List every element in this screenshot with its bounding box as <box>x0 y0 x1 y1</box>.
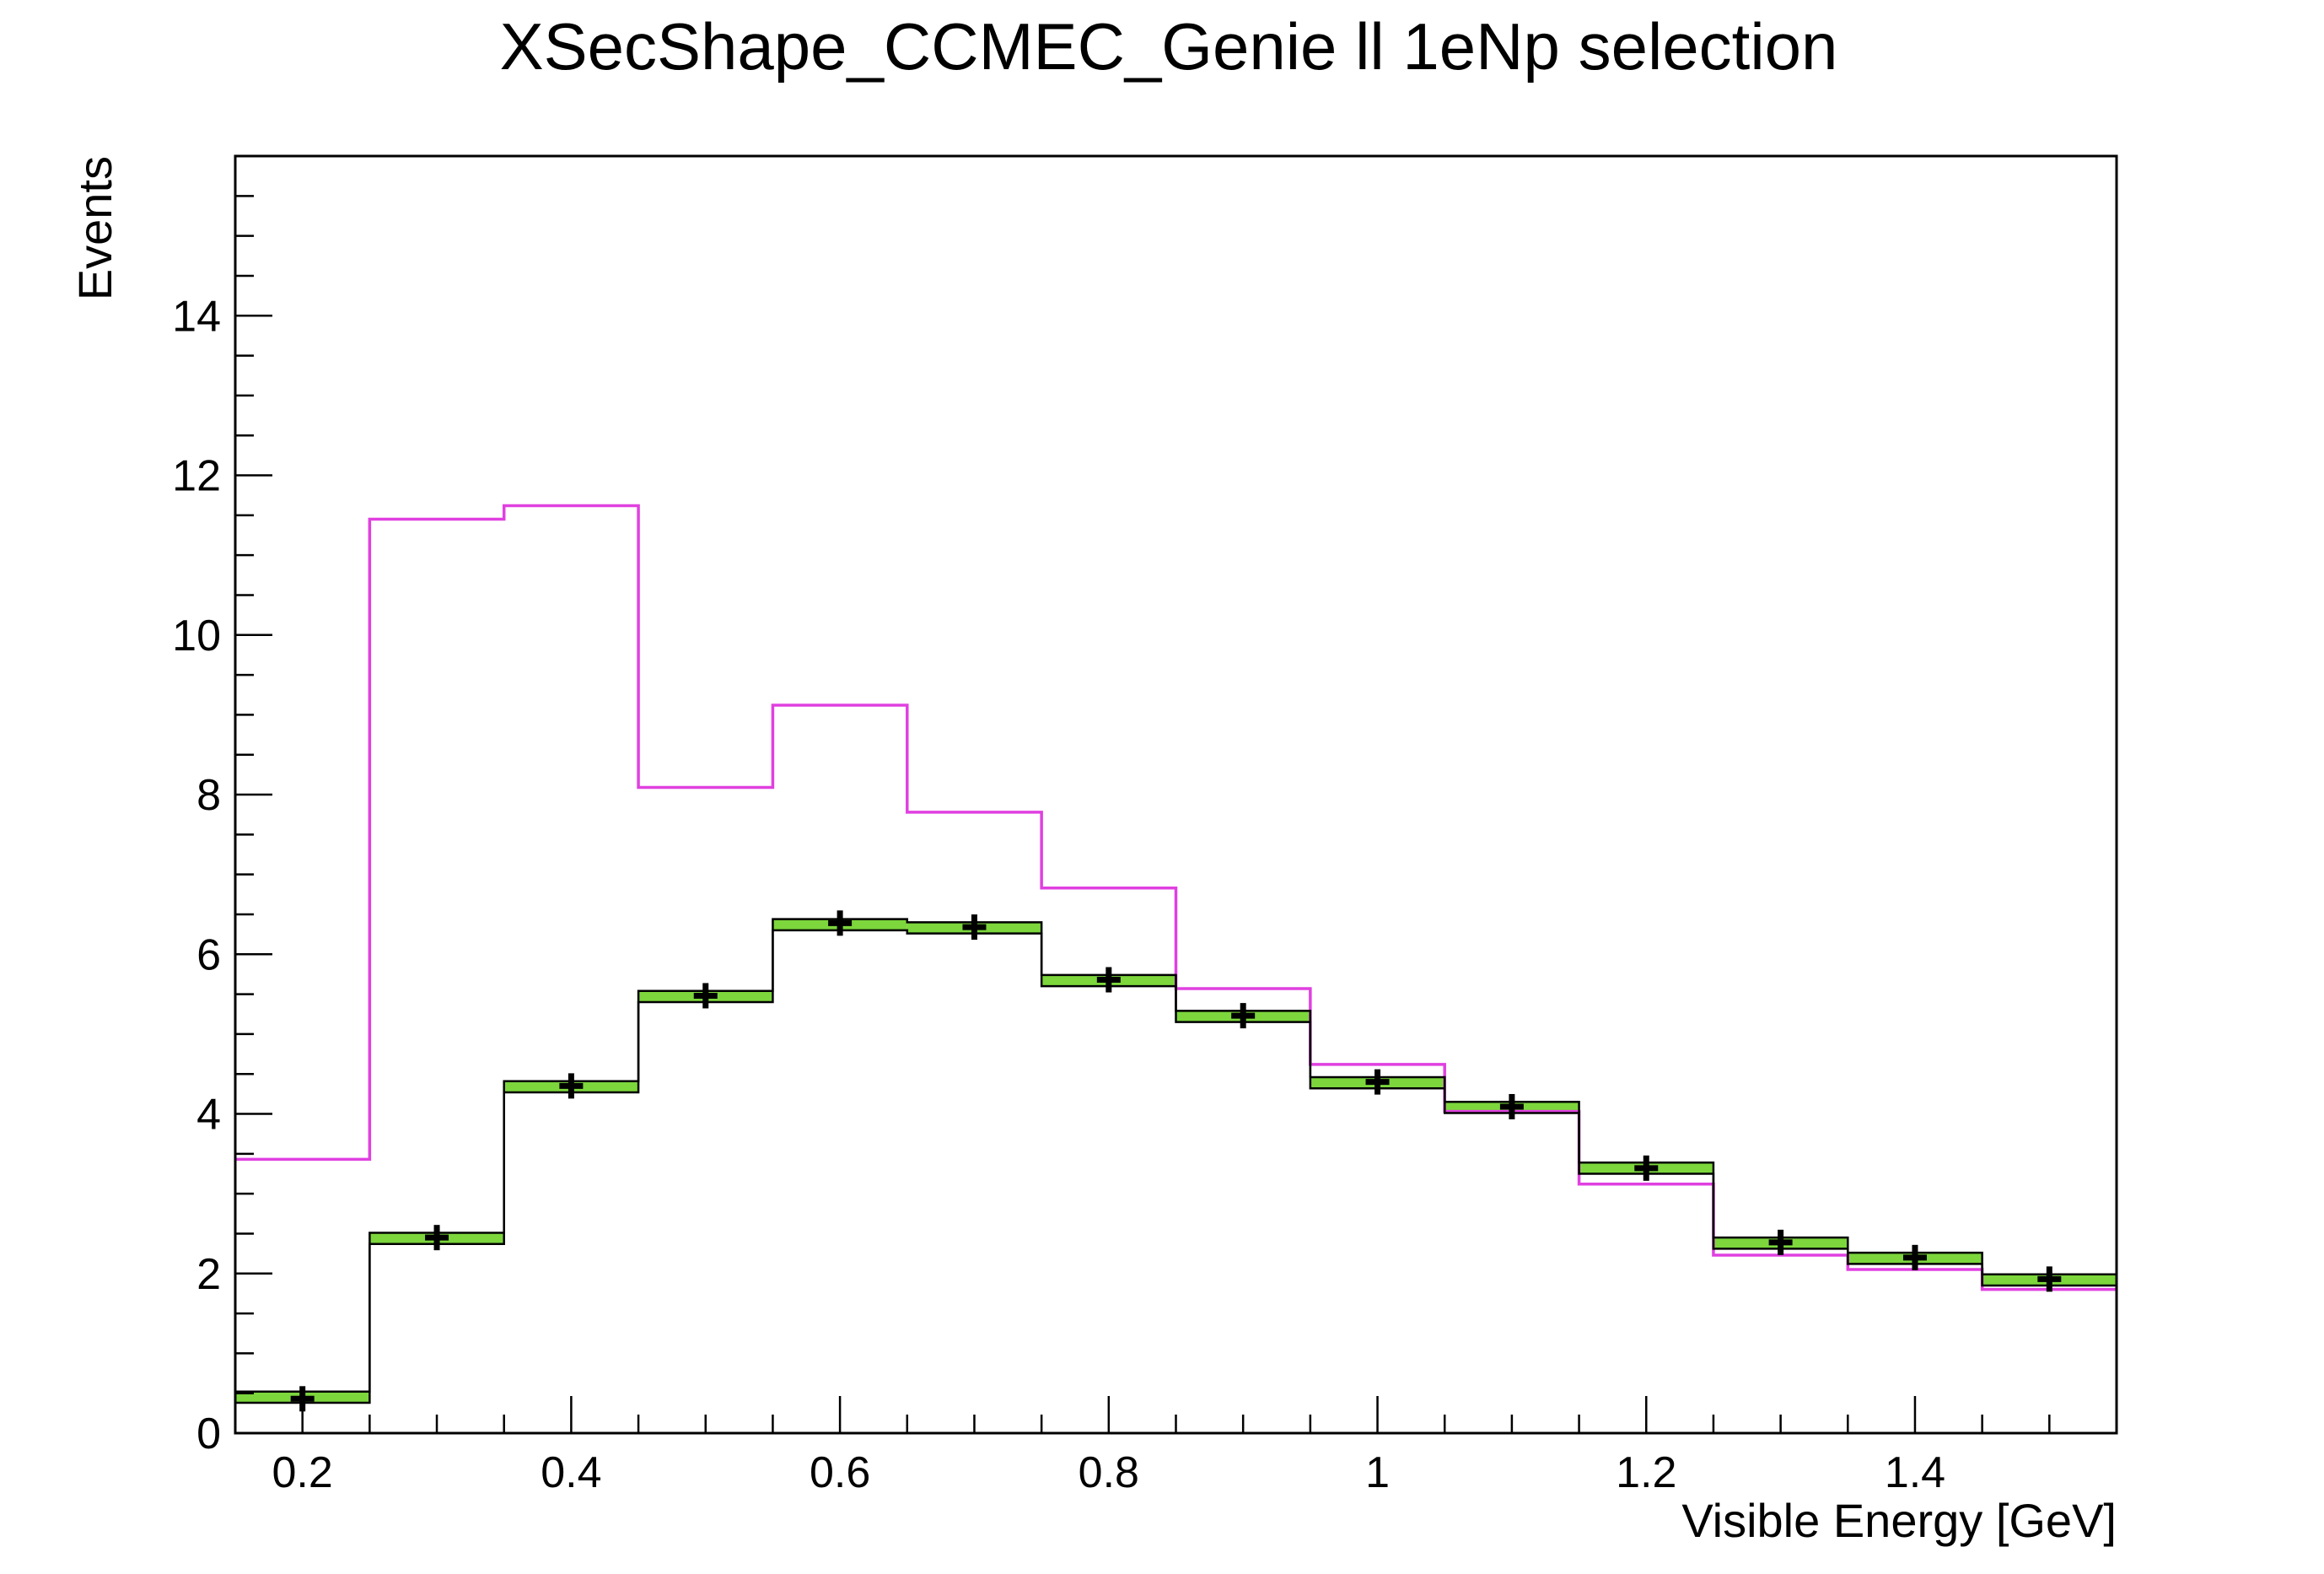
series-layer <box>235 504 2117 1404</box>
x-tick-label: 0.2 <box>272 1448 333 1497</box>
y-axis: 0 2 4 6 8 10 12 14 <box>172 195 272 1458</box>
data-point <box>1231 1003 1256 1029</box>
y-tick-label: 8 <box>196 771 221 820</box>
data-point <box>1634 1155 1659 1181</box>
data-point <box>425 1225 449 1251</box>
x-tick-label: 0.6 <box>810 1448 870 1497</box>
y-tick-label: 14 <box>172 292 221 341</box>
y-tick-label: 4 <box>196 1091 221 1140</box>
data-point <box>828 910 853 936</box>
x-tick-label: 1 <box>1365 1448 1390 1497</box>
data-point <box>2037 1266 2062 1292</box>
x-tick-label: 1.4 <box>1885 1448 1945 1497</box>
data-point <box>559 1073 584 1099</box>
y-tick-label: 2 <box>196 1250 221 1299</box>
data-point <box>693 983 718 1009</box>
data-point <box>1902 1244 1927 1270</box>
data-point <box>962 914 987 941</box>
y-tick-label: 0 <box>196 1410 221 1458</box>
x-tick-label: 0.4 <box>541 1448 601 1497</box>
points-layer <box>290 910 2062 1412</box>
plot-area: 0.2 0.4 0.6 0.8 1 1.2 1.4 0 2 4 6 8 10 12 14 <box>172 154 2118 1497</box>
y-tick-label: 6 <box>196 930 221 979</box>
data-point <box>1365 1069 1390 1095</box>
data-point <box>1768 1229 1793 1255</box>
series-band-lower-line <box>235 929 2117 1404</box>
data-point <box>1499 1093 1524 1119</box>
y-tick-label: 10 <box>172 612 221 660</box>
x-axis-label: Visible Energy [GeV] <box>1681 1494 2117 1547</box>
chart-title: XSecShape_CCMEC_Genie ll 1eNp selection <box>500 9 1838 84</box>
y-tick-label: 12 <box>172 452 221 501</box>
x-tick-label: 1.2 <box>1616 1448 1676 1497</box>
data-point <box>1096 967 1121 993</box>
x-axis: 0.2 0.4 0.6 0.8 1 1.2 1.4 <box>234 1396 2118 1497</box>
series-magenta-line <box>235 504 2117 1291</box>
y-axis-label: Events <box>68 156 121 300</box>
x-tick-label: 0.8 <box>1079 1448 1139 1497</box>
